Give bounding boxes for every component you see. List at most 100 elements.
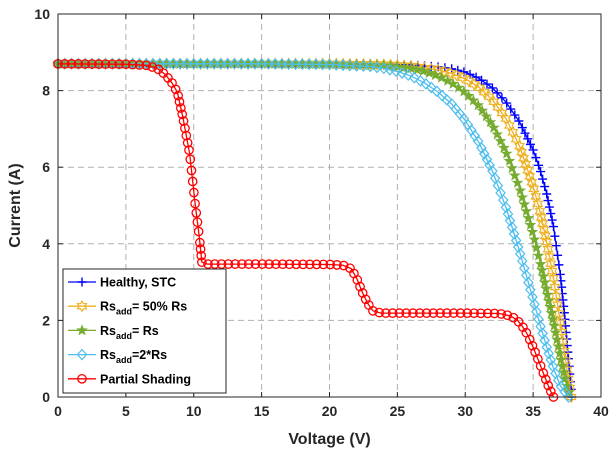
- y-tick-label: 8: [42, 83, 50, 99]
- x-tick-labels: 0 5 10 15 20 25 30 35 40: [54, 403, 609, 419]
- data-point-marker: [506, 221, 518, 234]
- data-point-marker: [357, 288, 368, 298]
- data-point-marker: [304, 259, 315, 270]
- data-point-marker: [528, 145, 538, 155]
- data-point-marker: [538, 174, 548, 184]
- data-point-marker: [276, 58, 288, 70]
- data-point-marker: [358, 60, 369, 73]
- data-point-marker: [544, 202, 554, 212]
- data-point-marker: [368, 305, 378, 316]
- data-point-marker: [468, 77, 480, 91]
- data-point-marker: [525, 139, 535, 149]
- data-point-marker: [502, 208, 514, 220]
- data-point-marker: [374, 307, 385, 318]
- data-point-marker: [371, 61, 383, 74]
- data-point-marker: [196, 250, 207, 261]
- data-point-marker: [426, 81, 437, 94]
- data-point-marker: [284, 259, 295, 270]
- data-point-marker: [360, 294, 371, 305]
- data-point-marker: [535, 211, 547, 224]
- data-point-marker: [487, 83, 497, 93]
- data-point-marker: [76, 324, 88, 336]
- data-point-marker: [318, 259, 329, 270]
- data-point-marker: [338, 260, 349, 271]
- y-tick-label: 2: [42, 312, 50, 328]
- data-point-marker: [492, 100, 504, 114]
- data-point-marker: [431, 85, 443, 98]
- data-point-marker: [283, 58, 295, 70]
- data-point-marker: [520, 205, 533, 217]
- data-point-marker: [378, 62, 390, 75]
- data-point-marker: [352, 275, 363, 285]
- data-point-marker: [540, 374, 551, 385]
- data-point-marker: [494, 135, 507, 147]
- data-point-marker: [510, 234, 522, 247]
- data-point-marker: [182, 138, 193, 148]
- data-point-marker: [344, 59, 356, 72]
- data-point-marker: [186, 165, 197, 176]
- data-point-marker: [534, 204, 546, 218]
- x-tick-label: 30: [457, 403, 473, 419]
- data-point-marker: [553, 347, 566, 359]
- data-point-marker: [492, 88, 502, 98]
- data-point-marker: [203, 259, 213, 269]
- data-point-marker: [114, 59, 124, 69]
- data-point-marker: [66, 59, 77, 69]
- data-point-marker: [177, 109, 188, 120]
- data-point-marker: [230, 259, 241, 269]
- data-point-marker: [554, 315, 566, 329]
- data-point-marker: [546, 209, 556, 219]
- data-point-marker: [503, 154, 516, 166]
- data-point-marker: [107, 59, 118, 69]
- data-point-marker: [559, 372, 571, 384]
- data-point-marker: [192, 217, 203, 228]
- data-point-marker: [540, 182, 550, 192]
- data-point-marker: [500, 147, 513, 159]
- data-point-marker: [77, 277, 87, 287]
- data-point-marker: [491, 128, 503, 140]
- data-point-marker: [77, 373, 87, 384]
- data-point-marker: [520, 157, 532, 171]
- data-point-marker: [351, 59, 362, 72]
- data-point-marker: [548, 319, 561, 331]
- data-point-marker: [355, 281, 365, 292]
- data-point-marker: [545, 306, 558, 319]
- data-point-marker: [544, 300, 556, 312]
- data-point-marker: [414, 308, 425, 318]
- legend-item: Rsadd= 50% Rs: [68, 300, 187, 317]
- data-point-marker: [423, 66, 436, 79]
- data-point-marker: [457, 71, 469, 85]
- data-point-marker: [489, 308, 500, 319]
- data-point-marker: [402, 69, 414, 82]
- data-point-marker: [543, 380, 554, 391]
- data-point-marker: [311, 259, 322, 270]
- data-point-marker: [514, 184, 527, 196]
- series-partial-shading: [53, 58, 559, 402]
- data-point-marker: [237, 259, 247, 269]
- x-tick-label: 15: [254, 403, 270, 419]
- data-point-marker: [428, 308, 439, 318]
- data-point-marker: [524, 218, 537, 231]
- data-point-marker: [539, 229, 551, 243]
- data-point-marker: [526, 225, 539, 237]
- data-point-marker: [444, 66, 456, 80]
- data-point-marker: [496, 106, 508, 120]
- data-point-marker: [256, 57, 267, 70]
- data-point-marker: [478, 85, 490, 99]
- data-point-marker: [317, 58, 329, 71]
- data-point-marker: [174, 97, 185, 107]
- data-point-marker: [170, 84, 181, 95]
- data-point-marker: [121, 59, 131, 70]
- data-point-marker: [134, 60, 145, 70]
- data-point-marker: [534, 160, 544, 170]
- data-point-marker: [537, 217, 549, 230]
- data-point-marker: [518, 198, 531, 210]
- data-point-marker: [528, 233, 541, 245]
- y-tick-label: 4: [42, 236, 50, 252]
- data-point-marker: [59, 58, 70, 69]
- data-point-marker: [264, 259, 274, 269]
- data-point-marker: [508, 227, 520, 240]
- data-point-marker: [173, 90, 183, 101]
- data-point-marker: [506, 162, 518, 174]
- data-point-marker: [542, 189, 552, 199]
